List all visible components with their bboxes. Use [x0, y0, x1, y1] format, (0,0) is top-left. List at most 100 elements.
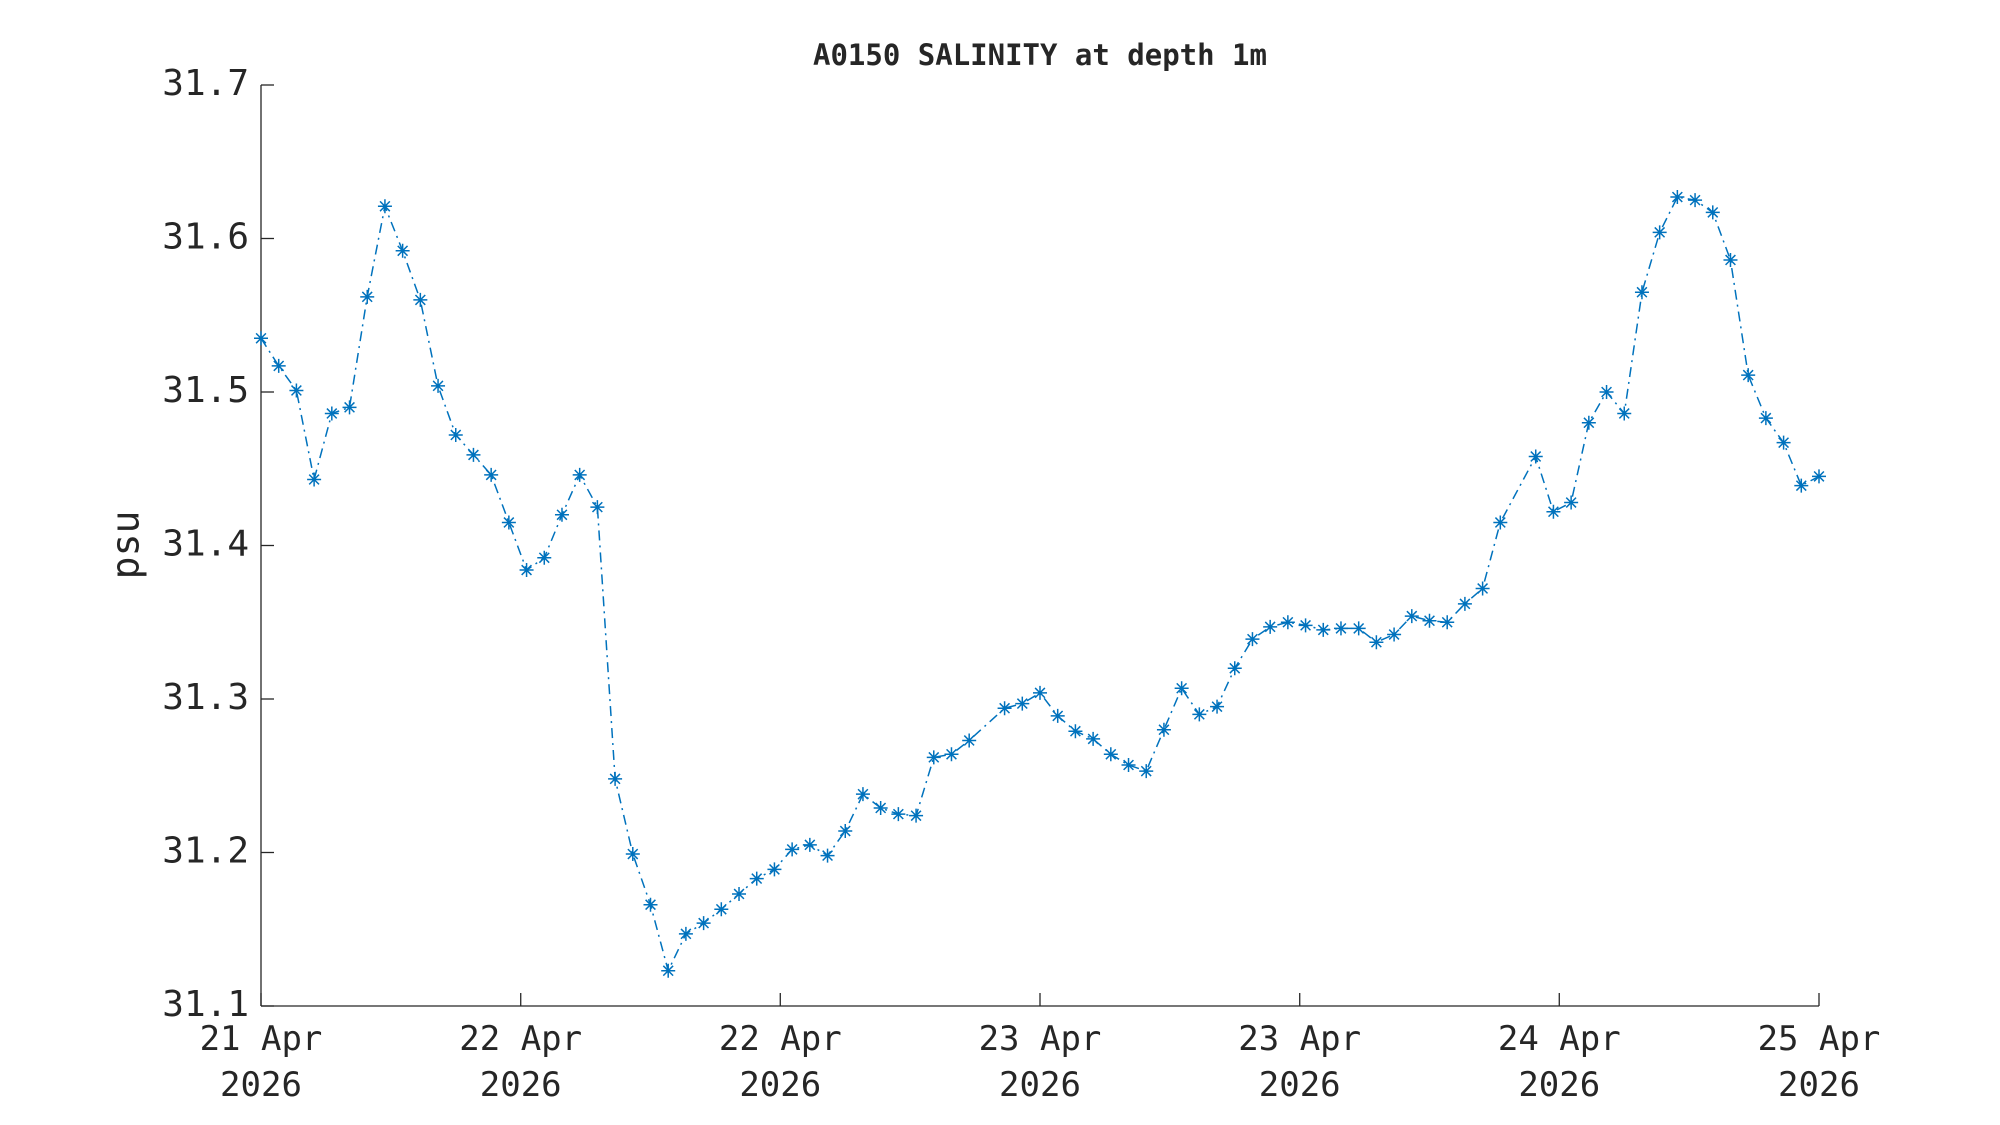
y-tick-label: 31.6 — [162, 217, 249, 258]
data-point — [873, 800, 888, 815]
data-point — [360, 289, 375, 304]
data-point — [891, 807, 906, 822]
data-point — [431, 378, 446, 393]
data-point — [1298, 618, 1313, 633]
data-point — [377, 199, 392, 214]
data-point — [1227, 661, 1242, 676]
data-point — [1316, 622, 1331, 637]
data-point — [1705, 205, 1720, 220]
data-point — [537, 550, 552, 565]
data-point — [1634, 285, 1649, 300]
data-point — [307, 472, 322, 487]
data-point — [1493, 515, 1508, 530]
x-tick-label: 23 Apr 2026 — [1238, 1019, 1362, 1105]
data-point — [1546, 504, 1561, 519]
data-point — [395, 243, 410, 258]
data-point — [1758, 411, 1773, 426]
data-point — [1387, 627, 1402, 642]
data-point — [1333, 621, 1348, 636]
y-tick-label: 31.3 — [162, 677, 249, 718]
data-point — [1794, 478, 1809, 493]
data-point — [909, 808, 924, 823]
data-point — [608, 771, 623, 786]
data-point — [1776, 435, 1791, 450]
data-point — [1599, 385, 1614, 399]
data-point — [1050, 708, 1065, 723]
data-point — [714, 902, 729, 917]
x-tick-label: 23 Apr 2026 — [978, 1019, 1102, 1105]
data-point — [1404, 609, 1419, 624]
data-point — [1440, 615, 1455, 630]
data-point — [413, 292, 428, 307]
data-point — [1263, 619, 1278, 634]
data-point — [1688, 193, 1703, 208]
data-point — [1192, 707, 1207, 722]
data-point — [1033, 685, 1047, 700]
x-tick-label: 22 Apr 2026 — [459, 1019, 583, 1105]
data-point — [962, 733, 977, 748]
y-axis-label: psu — [104, 511, 148, 580]
data-point — [855, 787, 870, 802]
data-point — [519, 563, 534, 578]
data-point — [820, 848, 835, 863]
y-tick-label: 31.1 — [162, 984, 249, 1025]
data-point — [678, 926, 693, 941]
data-point — [1581, 415, 1596, 430]
data-point — [501, 515, 516, 530]
data-point — [802, 837, 817, 852]
data-point — [1617, 406, 1632, 421]
data-point — [1422, 613, 1437, 628]
y-tick-label: 31.2 — [162, 831, 249, 872]
data-point — [1528, 449, 1543, 464]
data-point — [749, 871, 764, 886]
data-point — [625, 847, 640, 862]
data-point — [767, 862, 782, 877]
data-line — [260, 196, 1820, 973]
data-point — [1174, 681, 1189, 696]
data-point — [1670, 190, 1685, 205]
y-tick-label: 31.4 — [162, 524, 249, 565]
data-point — [254, 331, 268, 346]
data-point — [448, 427, 463, 442]
data-point — [661, 963, 676, 978]
data-point — [342, 400, 357, 415]
data-point — [324, 406, 339, 421]
data-point — [1457, 596, 1472, 611]
x-tick-label: 25 Apr 2026 — [1757, 1019, 1881, 1105]
data-point — [484, 467, 499, 482]
data-point — [1210, 699, 1225, 714]
data-point — [944, 747, 959, 762]
data-point — [1723, 252, 1738, 267]
data-point — [289, 383, 304, 398]
data-point — [572, 467, 587, 482]
data-point — [1103, 747, 1118, 762]
data-point — [1564, 495, 1579, 510]
data-point — [1369, 635, 1384, 650]
data-point — [1475, 581, 1490, 596]
data-point — [643, 897, 658, 912]
data-point — [732, 886, 747, 901]
data-point — [1812, 469, 1826, 484]
data-point — [1156, 722, 1171, 737]
data-point — [554, 507, 569, 522]
y-tick-label: 31.7 — [162, 63, 249, 104]
data-point — [1351, 621, 1366, 636]
data-point — [466, 447, 481, 462]
data-point — [997, 701, 1012, 716]
data-point — [590, 500, 605, 515]
data-point — [1086, 731, 1101, 746]
data-point — [696, 916, 711, 931]
data-point — [1068, 724, 1083, 739]
data-point — [1652, 225, 1667, 240]
data-point — [785, 842, 800, 857]
data-point — [1245, 632, 1260, 647]
data-point — [1015, 696, 1030, 711]
data-point — [1139, 764, 1154, 779]
data-point — [838, 824, 853, 839]
x-tick-label: 22 Apr 2026 — [718, 1019, 842, 1105]
data-point — [1121, 758, 1136, 773]
data-point — [926, 750, 941, 765]
data-point — [1280, 615, 1295, 630]
